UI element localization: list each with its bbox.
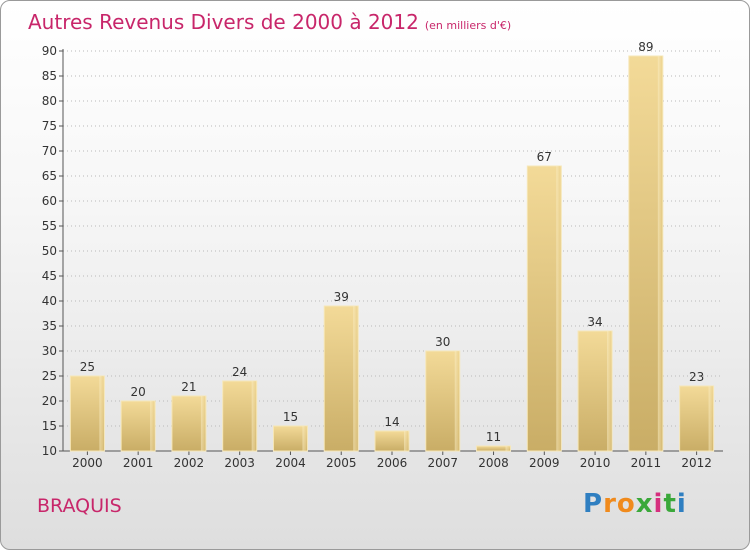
data-label: 89	[638, 40, 653, 54]
y-tick-label: 60	[42, 194, 57, 208]
data-label: 11	[486, 430, 501, 444]
data-label: 21	[181, 380, 196, 394]
chart-subtitle: (en milliers d'€)	[424, 19, 512, 32]
bar	[120, 400, 156, 452]
y-tick-label: 15	[42, 419, 57, 433]
data-label: 67	[537, 150, 552, 164]
data-label: 25	[80, 360, 95, 374]
x-tick-label: 2008	[478, 456, 509, 470]
x-tick-label: 2001	[123, 456, 154, 470]
y-tick-label: 45	[42, 269, 57, 283]
bar	[679, 385, 715, 452]
x-tick-label: 2000	[72, 456, 103, 470]
x-tick-label: 2010	[580, 456, 611, 470]
y-tick-label: 50	[42, 244, 57, 258]
y-tick-label: 10	[42, 444, 57, 458]
bar-highlight	[454, 351, 459, 451]
logo-letter: r	[603, 489, 617, 519]
bar	[628, 55, 664, 452]
y-tick-label: 70	[42, 144, 57, 158]
y-tick-label: 35	[42, 319, 57, 333]
bar-highlight	[353, 306, 358, 451]
y-tick-label: 25	[42, 369, 57, 383]
x-tick-label: 2006	[377, 456, 408, 470]
x-tick-label: 2004	[275, 456, 306, 470]
bar-highlight	[657, 56, 662, 451]
bar-highlight	[556, 166, 561, 451]
x-tick-label: 2003	[224, 456, 255, 470]
logo-letter: x	[635, 489, 654, 519]
bar-highlight	[404, 431, 408, 451]
bar	[222, 380, 258, 452]
y-tick-label: 85	[42, 69, 57, 83]
y-tick-label: 40	[42, 294, 57, 308]
bar-highlight	[505, 446, 510, 451]
chart-title-text: Autres Revenus Divers de 2000 à 2012	[28, 10, 419, 34]
logo-letter: i	[676, 489, 687, 519]
bar-highlight	[200, 396, 205, 451]
bar	[69, 375, 105, 452]
bar	[272, 425, 308, 452]
x-tick-label: 2012	[681, 456, 712, 470]
bar	[526, 165, 562, 452]
logo-letter: i	[653, 489, 664, 519]
data-label: 20	[131, 385, 146, 399]
commune-name: BRAQUIS	[37, 495, 122, 517]
data-label: 15	[283, 410, 298, 424]
chart-title: Autres Revenus Divers de 2000 à 2012 (en …	[28, 10, 511, 34]
data-label: 23	[689, 370, 704, 384]
bar	[577, 330, 613, 452]
data-label: 39	[334, 290, 349, 304]
data-label: 14	[384, 415, 399, 429]
y-tick-label: 65	[42, 169, 57, 183]
bar-highlight	[150, 401, 155, 451]
logo-letter: P	[583, 489, 604, 519]
data-label: 34	[587, 315, 602, 329]
bar	[476, 445, 512, 452]
x-tick-label: 2011	[631, 456, 662, 470]
y-tick-label: 90	[42, 44, 57, 58]
x-tick-label: 2005	[326, 456, 357, 470]
bar-highlight	[708, 386, 713, 451]
data-label: 24	[232, 365, 247, 379]
proxiti-logo: Proxiti	[583, 489, 687, 519]
y-tick-label: 20	[42, 394, 57, 408]
y-tick-label: 80	[42, 94, 57, 108]
bar	[374, 430, 410, 452]
y-tick-label: 75	[42, 119, 57, 133]
bar	[425, 350, 461, 452]
bar	[171, 395, 207, 452]
logo-letter: t	[663, 489, 677, 519]
bar-highlight	[302, 426, 307, 451]
bar	[323, 305, 359, 452]
bar-highlight	[99, 376, 104, 451]
y-tick-label: 30	[42, 344, 57, 358]
x-tick-label: 2002	[174, 456, 205, 470]
y-tick-label: 55	[42, 219, 57, 233]
logo-letter: o	[616, 489, 636, 519]
x-tick-label: 2007	[427, 456, 458, 470]
x-tick-label: 2009	[529, 456, 560, 470]
data-label: 30	[435, 335, 450, 349]
bar-highlight	[607, 331, 612, 451]
bar-highlight	[251, 381, 256, 451]
